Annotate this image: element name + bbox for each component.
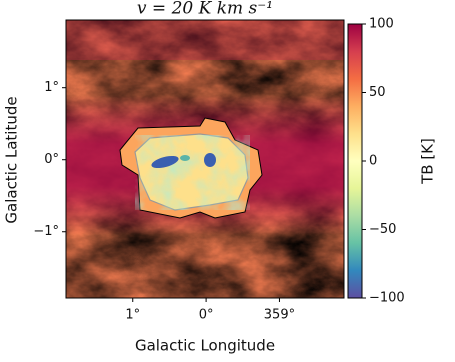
x-axis-label: Galactic Longitude xyxy=(135,337,275,355)
colorbar-tick-label: 0 xyxy=(369,154,377,169)
colorbar-tick-label: −50 xyxy=(369,222,396,237)
x-tick-label: 359° xyxy=(264,308,295,323)
colorbar-tick-label: 100 xyxy=(369,17,394,32)
heatmap-image xyxy=(66,20,344,298)
colorbar-label: TB [K] xyxy=(419,138,437,185)
colorbar-tick-label: −100 xyxy=(369,291,405,306)
colorbar xyxy=(347,23,363,299)
colorbar-tick-label: 50 xyxy=(369,85,386,100)
chart-title: v = 20 K km s⁻¹ xyxy=(137,0,273,19)
x-tick-label: 1° xyxy=(125,308,140,323)
x-tick-label: 0° xyxy=(199,308,214,323)
y-axis-label: Galactic Latitude xyxy=(3,96,21,223)
y-tick-label: 0° xyxy=(44,152,59,167)
y-tick-label: 1° xyxy=(44,80,59,95)
plot-frame xyxy=(65,19,345,299)
y-tick-label: −1° xyxy=(33,224,59,239)
